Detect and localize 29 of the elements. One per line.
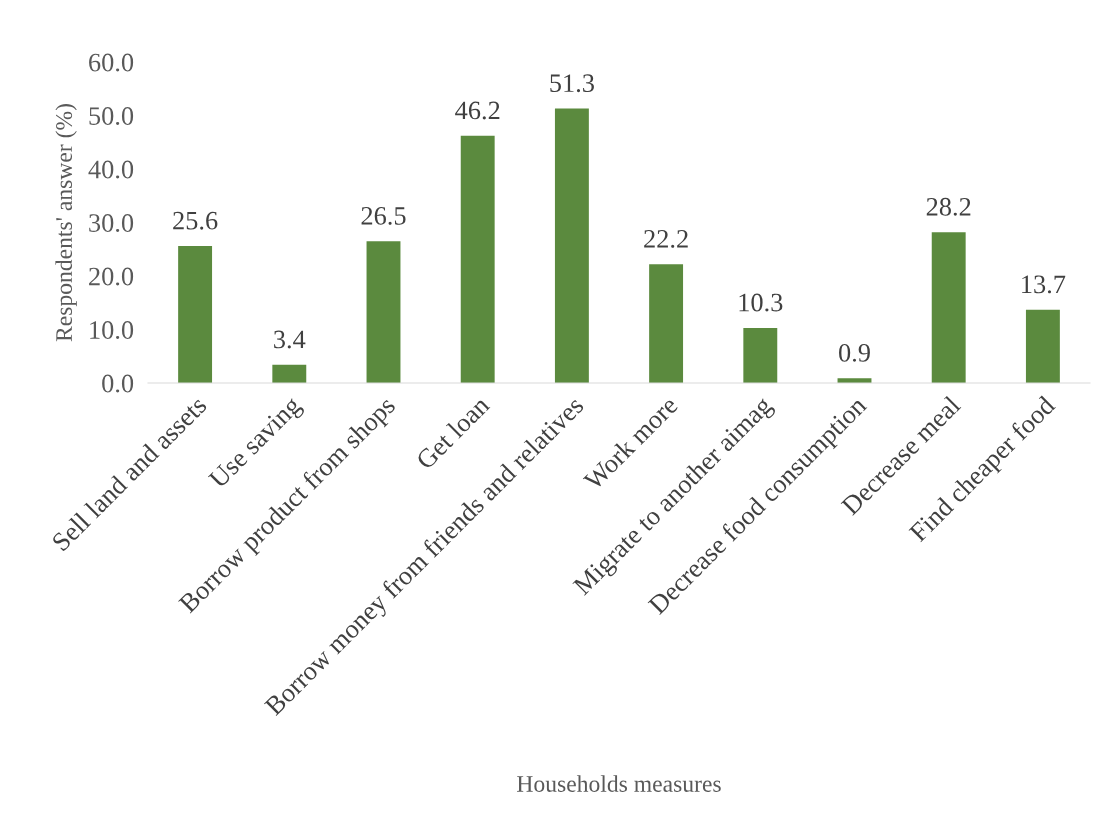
bar [272, 364, 307, 383]
bar [743, 327, 778, 383]
bar [554, 108, 589, 383]
x-axis-title: Households measures [517, 775, 721, 792]
data-label: 10.3 [739, 293, 783, 312]
bar [178, 246, 213, 383]
y-tick-label: 60.0 [89, 53, 134, 72]
y-tick-label: 50.0 [89, 107, 134, 126]
bar [366, 241, 401, 383]
data-label: 25.6 [173, 211, 218, 230]
data-label: 3.4 [274, 330, 306, 349]
bar [649, 264, 684, 383]
data-label: 51.3 [550, 74, 594, 93]
data-label: 46.2 [455, 101, 500, 120]
data-label: 13.7 [1022, 275, 1066, 294]
data-label: 22.2 [644, 230, 688, 248]
bar [460, 135, 495, 383]
data-label: 28.2 [926, 197, 971, 216]
y-tick-label: 40.0 [88, 160, 134, 179]
bar [931, 232, 966, 383]
y-tick-label: 20.0 [89, 267, 134, 286]
y-axis-title: Respondents' answer (%) [55, 104, 77, 342]
data-label: 0.9 [839, 343, 870, 362]
y-tick-label: 10.0 [90, 321, 134, 340]
data-label: 26.5 [361, 207, 406, 225]
bar [1025, 309, 1060, 383]
y-tick-label: 0.0 [102, 374, 134, 393]
y-tick-label: 30.0 [89, 214, 134, 233]
x-tick-label: Get loan [414, 394, 491, 471]
